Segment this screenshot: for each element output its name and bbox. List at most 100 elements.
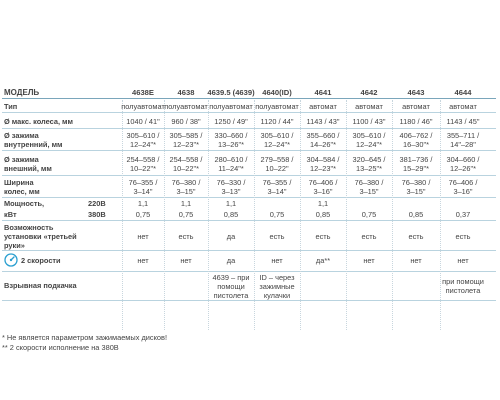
wheel-max-cell: 1040 / 41" <box>126 117 160 126</box>
power-380-cell: 0,75 <box>361 210 377 219</box>
clamp-inner-cell: 12–23"* <box>172 140 200 149</box>
clamp-outer-cell: 280–610 / <box>214 155 248 164</box>
two-speeds-cell: да** <box>315 256 331 265</box>
clamp-inner-cell: 355–660 / <box>306 131 340 140</box>
clamp-outer-cell: 12–26"* <box>449 164 477 173</box>
clamp-outer-cell: 254–558 / <box>126 155 160 164</box>
wheel-width-cell: 3–15" <box>359 187 379 196</box>
wheel-width-cell: 3–16" <box>313 187 333 196</box>
power-label: Мощность, <box>4 199 45 208</box>
wheel-width-cell: 76–406 / <box>308 178 338 187</box>
clamp-inner-label-2: внутренний, мм <box>4 140 63 149</box>
third-hand-cell: есть <box>361 232 377 241</box>
two-speeds-label: 2 скорости <box>21 256 61 265</box>
wheel-width-cell: 76–380 / <box>354 178 384 187</box>
inflation-cell: кулачки <box>263 291 291 300</box>
two-speeds-cell: да <box>226 256 236 265</box>
clamp-outer-cell: 11–24"* <box>218 164 244 173</box>
clamp-inner-cell: 305–585 / <box>169 131 203 140</box>
wheel-width-label-2: колес, мм <box>4 187 40 196</box>
voltage-220-label: 220В <box>88 199 106 208</box>
footnote-2: ** 2 скорости исполнение на 380В <box>2 343 119 352</box>
clamp-outer-cell: 254–558 / <box>169 155 203 164</box>
power-220-cell: 1,1 <box>180 199 192 208</box>
third-hand-label-3: руки» <box>4 241 25 250</box>
wheel-width-label-1: Ширина <box>4 178 34 187</box>
wheel-width-cell: 76–406 / <box>448 178 478 187</box>
type-cell: полуавтомат <box>255 102 299 111</box>
power-220-cell: 1,1 <box>137 199 149 208</box>
wheel-width-cell: 3–14" <box>133 187 153 196</box>
clamp-inner-cell: 12–24"* <box>263 140 291 149</box>
wheel-width-cell: 3–15" <box>406 187 426 196</box>
speed-gauge-icon <box>4 253 18 267</box>
clamp-outer-cell: 320–645 / <box>352 155 386 164</box>
clamp-outer-label-1: Ø зажима <box>4 155 39 164</box>
clamp-inner-cell: 305–610 / <box>352 131 386 140</box>
wheel-width-cell: 76–355 / <box>262 178 292 187</box>
two-speeds-cell: нет <box>457 256 469 265</box>
two-speeds-cell: нет <box>137 256 149 265</box>
inflation-cell: при помощи <box>442 277 484 286</box>
clamp-outer-cell: 10–22"* <box>129 164 157 173</box>
clamp-outer-cell: 381–736 / <box>399 155 433 164</box>
clamp-inner-cell: 305–610 / <box>126 131 160 140</box>
clamp-inner-cell: 14–26"* <box>309 140 337 149</box>
wheel-width-cell: 76–380 / <box>171 178 201 187</box>
clamp-outer-cell: 13–25"* <box>355 164 383 173</box>
third-hand-cell: есть <box>315 232 331 241</box>
third-hand-cell: нет <box>137 232 149 241</box>
power-380-cell: 0,85 <box>223 210 239 219</box>
wheel-width-cell: 76–380 / <box>401 178 431 187</box>
two-speeds-cell: нет <box>410 256 422 265</box>
wheel-width-cell: 3–15" <box>176 187 196 196</box>
type-cell: автомат <box>355 102 383 111</box>
two-speeds-cell: нет <box>271 256 283 265</box>
type-cell: автомат <box>309 102 337 111</box>
column-header: 4641 <box>314 88 332 97</box>
wheel-max-cell: 1120 / 44" <box>260 117 294 126</box>
power-220-cell: 1,1 <box>225 199 237 208</box>
inflation-cell: зажимные <box>259 282 295 291</box>
clamp-inner-cell: 14"–28" <box>450 140 476 149</box>
wheel-max-cell: 1180 / 46" <box>399 117 433 126</box>
power-380-cell: 0,75 <box>178 210 194 219</box>
inflation-cell: пистолета <box>213 291 249 300</box>
type-cell: автомат <box>402 102 430 111</box>
clamp-inner-cell: 330–660 / <box>214 131 248 140</box>
type-cell: полуавтомат <box>164 102 208 111</box>
column-header: 4642 <box>360 88 378 97</box>
wheel-max-cell: 1143 / 43" <box>306 117 340 126</box>
clamp-inner-cell: 12–24"* <box>355 140 383 149</box>
wheel-max-cell: 960 / 38" <box>171 117 201 126</box>
wheel-max-cell: 1143 / 45" <box>446 117 480 126</box>
wheel-width-cell: 3–13" <box>221 187 241 196</box>
inflation-cell: 4639 – при <box>212 273 250 282</box>
power-380-cell: 0,75 <box>269 210 285 219</box>
wheel-width-cell: 3–16" <box>453 187 473 196</box>
power-380-cell: 0,85 <box>315 210 331 219</box>
power-220-cell: 1,1 <box>317 199 329 208</box>
footnote-1: * Не является параметром зажимаемых диск… <box>2 333 167 342</box>
clamp-inner-cell: 355–711 / <box>446 131 480 140</box>
clamp-outer-label-2: внешний, мм <box>4 164 52 173</box>
column-header: 4639.5 (4639) <box>207 88 255 97</box>
clamp-inner-cell: 12–24"* <box>129 140 157 149</box>
clamp-inner-cell: 16–30"* <box>402 140 430 149</box>
two-speeds-cell: нет <box>363 256 375 265</box>
clamp-outer-cell: 304–584 / <box>306 155 340 164</box>
clamp-outer-cell: 279–558 / <box>260 155 294 164</box>
wheel-width-cell: 76–330 / <box>216 178 246 187</box>
third-hand-cell: есть <box>408 232 424 241</box>
inflation-cell: помощи <box>217 282 245 291</box>
voltage-380-label: 380В <box>88 210 106 219</box>
wheel-max-label: Ø макс. колеса, мм <box>4 117 73 126</box>
column-header: 4638 <box>177 88 195 97</box>
column-header: 4638E <box>132 88 154 97</box>
clamp-inner-cell: 13–26"* <box>217 140 245 149</box>
clamp-outer-cell: 15–29"* <box>402 164 430 173</box>
column-header: 4643 <box>407 88 425 97</box>
clamp-outer-cell: 12–23"* <box>309 164 337 173</box>
kw-label: кВт <box>4 210 17 219</box>
column-header: 4640(ID) <box>262 88 292 97</box>
